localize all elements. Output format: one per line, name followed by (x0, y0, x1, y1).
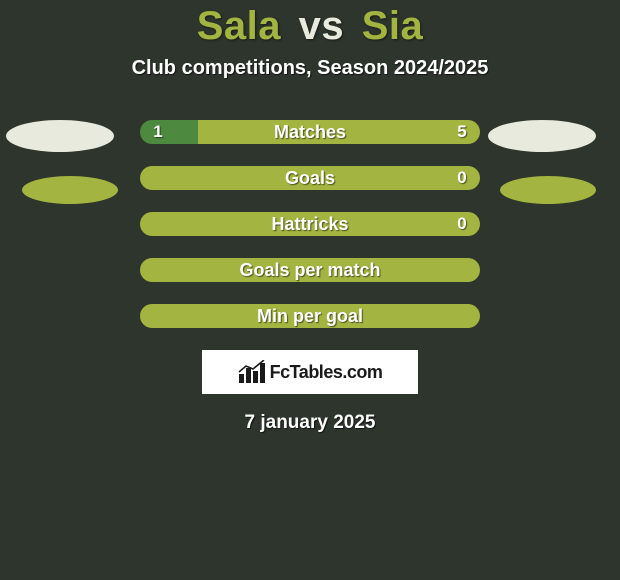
stat-bar-right (140, 258, 480, 282)
stat-row: Min per goal (140, 304, 480, 328)
stat-bar-right (140, 166, 480, 190)
bar-chart-icon (238, 360, 266, 384)
stat-value-left: 1 (144, 120, 172, 144)
stat-value-right: 0 (448, 212, 476, 236)
footer-date: 7 january 2025 (0, 412, 620, 434)
stat-row: Goals0 (140, 166, 480, 190)
fctables-logo-text: FcTables.com (270, 362, 383, 383)
stat-value-right: 5 (448, 120, 476, 144)
stat-value-right: 0 (448, 166, 476, 190)
decorative-ellipse (500, 176, 596, 204)
decorative-ellipse (6, 120, 114, 152)
stat-row: Matches15 (140, 120, 480, 144)
stat-bar-right (198, 120, 480, 144)
player-left-name: Sala (197, 4, 281, 48)
decorative-ellipse (22, 176, 118, 204)
subtitle: Club competitions, Season 2024/2025 (0, 57, 620, 80)
fctables-logo-box: FcTables.com (202, 350, 418, 394)
fctables-logo: FcTables.com (238, 360, 383, 384)
title-vs: vs (299, 4, 345, 48)
stat-bar-right (140, 212, 480, 236)
page-title: Sala vs Sia (0, 4, 620, 49)
stat-bar-right (140, 304, 480, 328)
player-right-name: Sia (362, 4, 424, 48)
stat-row: Goals per match (140, 258, 480, 282)
comparison-chart: Matches15Goals0Hattricks0Goals per match… (0, 120, 620, 434)
stat-row: Hattricks0 (140, 212, 480, 236)
decorative-ellipse (488, 120, 596, 152)
